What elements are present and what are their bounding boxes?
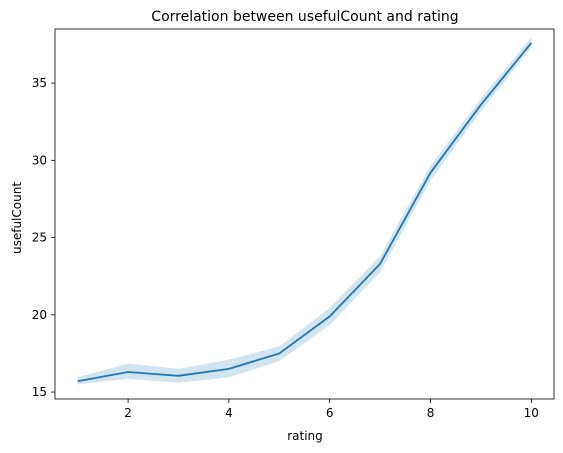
y-tick-label: 30 xyxy=(32,153,47,167)
y-tick-label: 35 xyxy=(32,76,47,90)
x-tick-label: 4 xyxy=(225,406,233,420)
x-tick-label: 10 xyxy=(524,406,539,420)
chart-title: Correlation between usefulCount and rati… xyxy=(151,9,458,25)
x-axis-label: rating xyxy=(287,429,323,443)
y-tick-label: 15 xyxy=(32,385,47,399)
series-line xyxy=(77,42,533,383)
y-tick-label: 25 xyxy=(32,231,47,245)
confidence-band xyxy=(77,37,532,385)
y-axis-label: usefulCount xyxy=(10,182,24,254)
x-tick-label: 6 xyxy=(326,406,334,420)
plot-area: 2 4 6 8 10 15 20 25 30 35 xyxy=(32,28,555,420)
x-tick-label: 8 xyxy=(427,406,435,420)
x-tick-label: 2 xyxy=(124,406,132,420)
axes-frame xyxy=(54,28,555,400)
y-tick-label: 20 xyxy=(32,308,47,322)
